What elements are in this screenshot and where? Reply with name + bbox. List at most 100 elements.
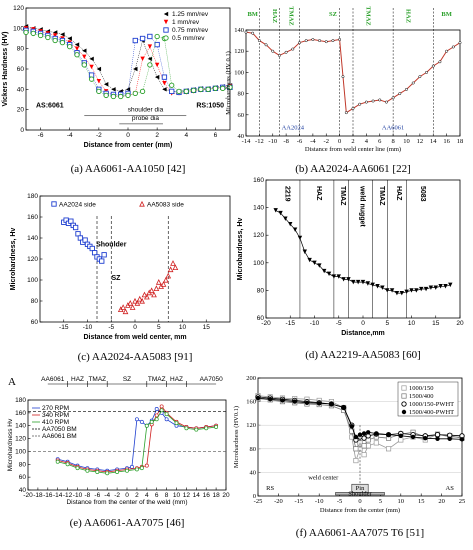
legend-entry: 1 mm/rev [172,19,200,26]
data-point [438,60,442,64]
data-point [324,40,328,44]
y-tick-label: 80 [250,446,257,453]
data-point [292,227,298,232]
data-point [365,430,371,435]
data-point [351,106,355,110]
legend-marker [401,385,407,391]
data-point [386,432,391,437]
y-tick-label: 120 [246,422,256,429]
series-1 [55,407,219,473]
data-point [147,62,153,68]
x-tick-label: 25 [459,498,466,505]
series-2 [55,404,219,474]
x-tick-label: -6 [94,492,100,499]
zone-label: SZ [329,11,337,18]
x-tick-label: 12 [183,492,191,499]
data-point [95,470,100,474]
data-point [317,401,322,406]
x-tick-label: -10 [73,492,83,499]
y-tick-label: 100 [253,260,264,267]
x-tick-label: -2 [324,138,329,145]
data-point [360,279,366,285]
data-point [425,70,429,74]
x-tick-label: -2 [96,132,102,139]
x-tick-label: 10 [179,324,187,331]
zone-label: TMAZ [148,376,166,383]
data-point [291,47,295,51]
x-tick-label: 16 [443,138,450,145]
data-point [322,268,327,274]
x-tick-label: -15 [286,320,296,327]
y-tick-label: 160 [27,214,38,221]
zone-label: HAZ [271,9,278,23]
y-tick-label: 80 [238,91,245,98]
data-point [81,62,87,68]
x-tick-label: 10 [173,492,181,499]
data-point [304,39,308,43]
data-point [37,32,44,39]
data-point [365,281,371,286]
data-point [370,282,375,288]
legend-marker [163,19,169,25]
series-4 [255,395,465,442]
data-point [418,75,422,79]
x-axis-label: Distance from center (mm) [84,142,173,149]
data-point [169,82,175,88]
y-tick-label: 60 [17,66,25,73]
zone-label: HAZ [405,9,412,23]
zone-label: 5083 [419,186,426,202]
x-tick-label: 5 [385,320,389,327]
hardness-line [245,31,461,114]
annotation: weld center [308,474,339,481]
x-tick-label: 20 [456,320,464,327]
data-point [147,56,153,62]
annotation: shoulder dia [128,107,164,114]
y-tick-label: 60 [238,112,245,119]
data-point [151,291,157,298]
data-point [45,34,51,41]
x-tick-label: -25 [254,498,263,505]
data-point [183,88,189,95]
data-point [288,221,293,227]
legend-entry: AA6061 BM [42,433,77,440]
data-point [355,279,361,285]
zone-label: TMAZ [378,186,385,206]
x-tick-label: 2 [351,138,354,145]
data-point [386,446,392,452]
y-tick-label: 80 [31,298,39,305]
annotation: AS [446,485,455,492]
data-point [165,272,172,279]
y-axis-label: Vickers Hardness (HV) [2,32,9,107]
data-point [30,30,36,37]
annotation: Shoulder [348,490,372,497]
legend-marker [401,401,407,407]
zone-label: AA7050 [200,376,224,383]
data-point [373,440,379,446]
x-tick-label: -10 [310,320,320,327]
zone-label: TMAZ [88,376,106,383]
data-point [127,300,134,306]
data-point [405,87,408,91]
data-point [139,88,146,95]
data-point [161,74,168,80]
x-tick-label: 15 [418,498,425,505]
data-point [172,264,179,271]
panel-e: -20 -18 -16 -14 -12 -10 -8 -6 -4 -2 0 2 4 6 8 10 12 14 16 1… [7,376,230,529]
legend-entry: 1500/400 [409,393,434,400]
panel-caption: (e) AA6061-AA7075 [46] [70,517,185,529]
legend-box [397,381,459,417]
legend-entry: 1.25 mm/rev [172,11,209,18]
data-point [139,419,144,424]
data-point [378,98,382,102]
data-point [435,436,440,441]
data-point [96,88,102,95]
data-point [140,56,145,62]
data-point [391,96,395,100]
y-tick-label: 140 [253,205,264,212]
data-point [89,64,94,70]
data-point [361,443,367,449]
x-tick-label: -10 [268,138,277,145]
data-point [125,468,129,473]
